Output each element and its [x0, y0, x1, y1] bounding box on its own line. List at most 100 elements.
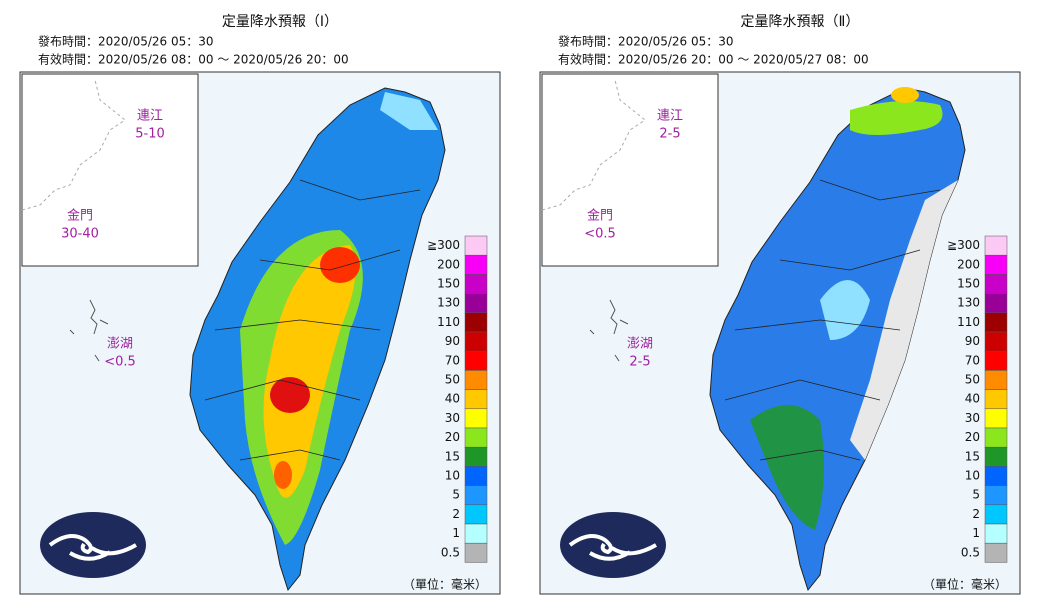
legend-label: 50	[965, 373, 980, 387]
legend-label: 40	[965, 392, 980, 406]
legend-label: 0.5	[961, 545, 980, 559]
legend-label: 150	[437, 277, 460, 291]
legend-swatch	[984, 466, 1008, 486]
rain-core	[270, 377, 310, 413]
legend-swatch	[984, 312, 1008, 333]
penghu-islands	[589, 299, 629, 362]
legend-label: 110	[437, 315, 460, 329]
island-name: 金門	[67, 208, 93, 224]
legend-swatch	[984, 523, 1008, 544]
legend-label: 90	[445, 334, 460, 348]
legend-label: 2	[452, 507, 460, 521]
legend-label: 70	[965, 353, 980, 367]
legend-label: 70	[445, 353, 460, 367]
legend-swatch	[464, 312, 488, 333]
legend-swatch	[984, 389, 1008, 410]
legend-swatch	[464, 427, 488, 448]
legend-label: 2	[972, 507, 980, 521]
legend-swatch	[464, 542, 488, 563]
issue-time: 發布時間：2020/05/26 05：30	[558, 34, 734, 49]
legend-swatch	[464, 331, 488, 352]
legend-swatch	[984, 542, 1008, 563]
light-zone	[380, 92, 438, 130]
legend-swatch	[464, 523, 488, 544]
legend-label: 5	[972, 488, 980, 502]
inset-box	[541, 73, 719, 267]
legend-swatch	[464, 466, 488, 486]
island-range: <0.5	[584, 227, 616, 242]
legend-label: ≧300	[427, 238, 460, 252]
legend-swatch	[464, 350, 488, 371]
penghu-islands	[69, 299, 109, 362]
legend-swatch	[464, 235, 488, 256]
issue-time: 發布時間：2020/05/26 05：30	[38, 34, 214, 49]
legend-label: ≧300	[947, 238, 980, 252]
county-lines	[204, 179, 421, 461]
legend-swatch	[464, 370, 488, 390]
legend-label: 90	[965, 334, 980, 348]
rain-core	[891, 87, 919, 103]
legend-label: 20	[965, 430, 980, 444]
legend-swatch	[464, 274, 488, 294]
island-name: 連江	[657, 109, 683, 124]
legend-swatch	[984, 235, 1008, 256]
forecast-panel: 定量降水預報（Ⅰ） 發布時間：2020/05/26 05：30 有效時間：2020/…	[19, 14, 501, 595]
dry-zone	[850, 180, 958, 460]
legend-label: 200	[957, 257, 980, 271]
cwb-logo	[40, 512, 146, 578]
legend-label: 10	[965, 469, 980, 483]
legend-swatch	[984, 331, 1008, 352]
valid-time: 有效時間：2020/05/26 20：00 ～ 2020/05/27 08：00	[558, 52, 869, 67]
legend-label: 20	[445, 430, 460, 444]
legend-swatch	[464, 504, 488, 525]
legend-label: 10	[445, 469, 460, 483]
rain-zone	[263, 245, 356, 498]
island-name: 連江	[137, 109, 163, 124]
county-lines	[724, 179, 941, 461]
inset-coast	[21, 79, 126, 211]
legend-label: 5	[452, 488, 460, 502]
legend-swatch	[464, 389, 488, 410]
island-name: 澎湖	[107, 337, 133, 352]
legend-label: 1	[972, 526, 980, 540]
legend-label: 40	[445, 392, 460, 406]
legend-swatch	[984, 254, 1008, 275]
legend-swatch	[984, 370, 1008, 390]
legend-label: 50	[445, 373, 460, 387]
unit-label: （單位：毫米）	[923, 577, 1007, 592]
rain-core	[320, 247, 360, 283]
legend-swatch	[464, 408, 488, 429]
island-range: <0.5	[104, 355, 136, 370]
cwb-logo-swirl	[568, 534, 657, 561]
cwb-logo	[560, 512, 666, 578]
island-range: 5-10	[135, 127, 165, 142]
legend-swatch	[984, 485, 1008, 506]
legend-label: 200	[437, 257, 460, 271]
inset-coast	[541, 79, 646, 211]
legend-swatch	[464, 446, 488, 467]
legend-label: 110	[957, 315, 980, 329]
island-name: 澎湖	[627, 337, 653, 352]
legend-label: 1	[452, 526, 460, 540]
rain-core	[274, 461, 292, 489]
island-range: 2-5	[659, 127, 680, 142]
legend-swatch	[984, 408, 1008, 429]
inset-box	[21, 73, 199, 267]
panel-title: 定量降水預報（Ⅰ）	[222, 14, 338, 30]
unit-label: （單位：毫米）	[403, 577, 487, 592]
legend-label: 30	[965, 411, 980, 425]
legend-label: 30	[445, 411, 460, 425]
cwb-logo-swirl	[48, 534, 137, 561]
legend-label: 130	[957, 296, 980, 310]
legend-swatch	[464, 254, 488, 275]
legend-label: 15	[965, 449, 980, 463]
legend-label: 150	[957, 277, 980, 291]
island-range: 30-40	[61, 227, 99, 242]
legend-swatch	[984, 293, 1008, 314]
legend-swatch	[984, 350, 1008, 371]
island-name: 金門	[587, 208, 613, 224]
island-range: 2-5	[629, 355, 650, 370]
rain-zone	[850, 101, 943, 135]
legend-swatch	[984, 274, 1008, 294]
